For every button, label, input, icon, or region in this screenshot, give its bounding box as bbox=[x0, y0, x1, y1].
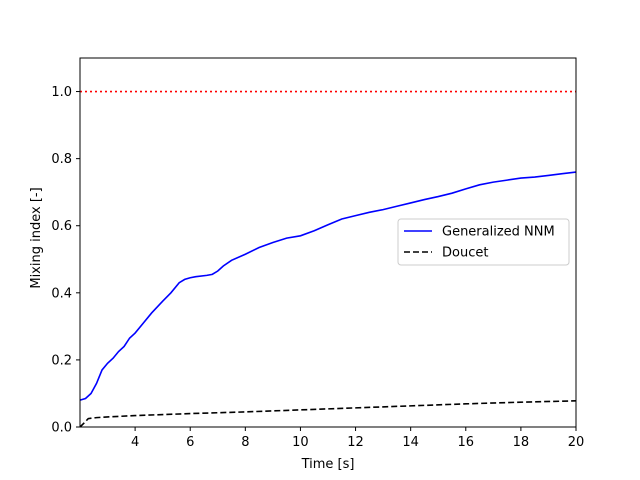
x-tick-label: 20 bbox=[568, 435, 585, 450]
plot-area bbox=[79, 90, 577, 428]
x-tick-label: 14 bbox=[402, 435, 419, 450]
x-tick-label: 18 bbox=[513, 435, 530, 450]
x-tick-label: 16 bbox=[458, 435, 475, 450]
y-tick-label: 0.2 bbox=[51, 353, 72, 368]
y-tick-label: 0.8 bbox=[51, 152, 72, 167]
x-tick-label: 8 bbox=[241, 435, 249, 450]
x-axis-label: Time [s] bbox=[301, 457, 355, 472]
series-line-generalized-nnm bbox=[79, 171, 577, 401]
y-tick-label: 0.0 bbox=[51, 421, 72, 436]
y-tick-label: 0.4 bbox=[51, 286, 72, 301]
legend-label: Doucet bbox=[442, 246, 488, 261]
series-line-doucet bbox=[79, 400, 577, 428]
x-axis-ticks: 4 6 8 10 12 14 16 18 20 bbox=[131, 427, 584, 450]
y-tick-label: 1.0 bbox=[51, 85, 72, 100]
legend: Generalized NNM Doucet bbox=[397, 218, 570, 266]
legend-box bbox=[397, 218, 570, 266]
x-tick-label: 12 bbox=[347, 435, 364, 450]
y-axis-ticks: 0.0 0.2 0.4 0.6 0.8 1.0 bbox=[51, 85, 80, 436]
legend-label: Generalized NNM bbox=[442, 225, 555, 240]
axes-frame bbox=[79, 57, 577, 428]
x-tick-label: 6 bbox=[186, 435, 194, 450]
x-tick-label: 10 bbox=[292, 435, 309, 450]
x-tick-label: 4 bbox=[131, 435, 139, 450]
y-axis-label: Mixing index [-] bbox=[29, 187, 44, 288]
y-tick-label: 0.6 bbox=[51, 219, 72, 234]
